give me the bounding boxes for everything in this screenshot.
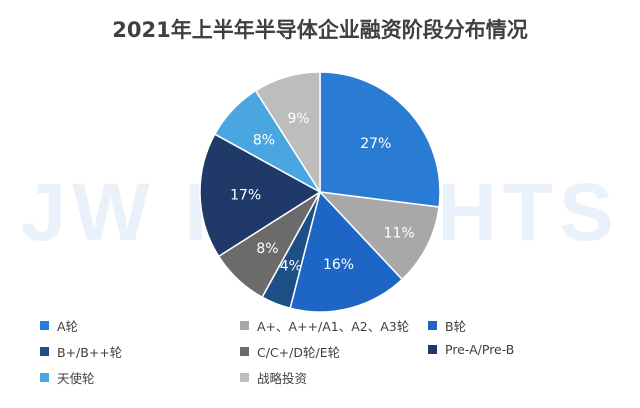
legend-label: 天使轮 (57, 371, 95, 386)
legend-swatch (240, 373, 249, 382)
chart-title: 2021年上半年半导体企业融资阶段分布情况 (112, 18, 528, 42)
legend-swatch (240, 321, 249, 330)
legend-swatch (428, 321, 437, 330)
legend-item: A轮 (40, 316, 78, 335)
legend-item: B轮 (428, 316, 466, 335)
pie-slice-label: 11% (384, 225, 415, 241)
legend-item: 天使轮 (40, 368, 95, 387)
legend-swatch (428, 345, 437, 354)
pie-chart: JW INSIGHTS 27%11%16%4%8%17%8%9% (20, 71, 614, 313)
pie-slice-label: 16% (323, 257, 354, 273)
legend-label: C/C+/D轮/E轮 (257, 345, 341, 360)
pie-slices (199, 71, 441, 313)
pie-slice-label: 27% (360, 136, 391, 152)
pie-slice (318, 190, 440, 281)
legend-label: B+/B++轮 (57, 345, 123, 360)
pie-slice-label: 8% (253, 132, 275, 148)
legend-label: 战略投资 (257, 371, 308, 386)
legend-item: C/C+/D轮/E轮 (240, 342, 340, 361)
legend-swatch (40, 321, 49, 330)
legend-item: 战略投资 (240, 368, 307, 387)
pie-slice-label: 8% (256, 241, 278, 257)
chart-legend: A轮 A+、A++/A1、A2、A3轮 B轮 B+/B++轮 C/C+/D轮/E轮 Pre… (0, 316, 640, 406)
pie-slice-label: 4% (280, 259, 302, 275)
legend-label: Pre-A/Pre-B (445, 342, 515, 357)
pie-slice-label: 17% (230, 187, 261, 203)
pie-slice-label: 9% (287, 111, 309, 127)
pie-slice (199, 133, 322, 258)
legend-item: Pre-A/Pre-B (428, 342, 514, 357)
pie-slice-labels: 27%11%16%4%8%17%8%9% (230, 111, 415, 274)
legend-swatch (40, 373, 49, 382)
pie-slice (289, 190, 404, 313)
legend-item: A+、A++/A1、A2、A3轮 (240, 316, 409, 335)
legend-swatch (40, 347, 49, 356)
legend-label: A轮 (57, 319, 79, 334)
pie-slice (319, 71, 441, 208)
legend-item: B+/B++轮 (40, 342, 122, 361)
legend-label: A+、A++/A1、A2、A3轮 (257, 319, 410, 334)
legend-swatch (240, 347, 249, 356)
pie-slice (254, 71, 321, 195)
legend-label: B轮 (445, 319, 467, 334)
